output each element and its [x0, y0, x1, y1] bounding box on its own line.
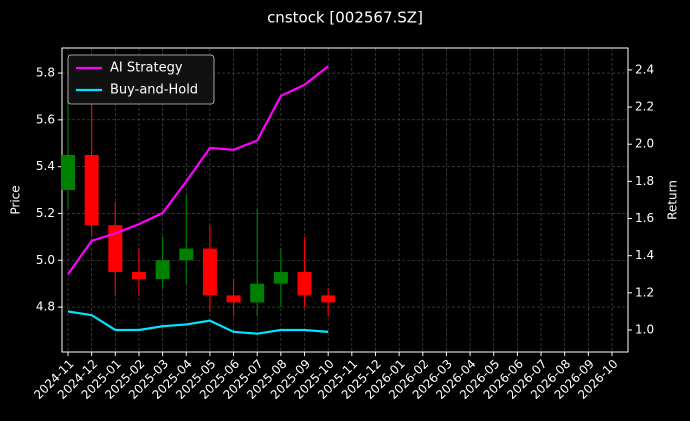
line-series	[67, 310, 329, 335]
y-tick-label: 5.8	[36, 66, 55, 80]
line-series	[67, 65, 329, 275]
y2-tick-label: 1.6	[635, 211, 654, 225]
legend-label: AI Strategy	[110, 61, 183, 76]
y-tick-label: 4.8	[36, 300, 55, 314]
y2-tick-label: 2.2	[635, 100, 654, 114]
candle-body	[108, 225, 123, 272]
y2-axis-label: Return	[666, 180, 680, 220]
candle-body	[131, 271, 146, 279]
chart-title: cnstock [002567.SZ]	[267, 9, 423, 27]
candle-body	[226, 295, 241, 303]
y-tick-label: 5.0	[36, 253, 55, 267]
candle-body	[202, 248, 217, 296]
y2-tick-label: 1.4	[635, 248, 654, 262]
y-tick-label: 5.6	[36, 112, 55, 126]
candle-body	[250, 283, 265, 303]
y2-tick-label: 1.2	[635, 285, 654, 299]
y-axis-label: Price	[9, 185, 23, 214]
candle-body	[61, 154, 75, 191]
legend-label: Buy-and-Hold	[110, 83, 198, 98]
candle-body	[273, 271, 288, 284]
legend-box	[67, 54, 215, 105]
y-tick-label: 5.2	[36, 206, 55, 220]
y2-tick-label: 2.0	[635, 137, 654, 151]
y-tick-label: 5.4	[36, 159, 55, 173]
candle-body	[321, 295, 336, 303]
candle-body	[297, 271, 312, 296]
y2-tick-label: 1.0	[635, 322, 654, 336]
candle-body	[179, 248, 194, 261]
candle-body	[84, 154, 99, 226]
candle-body	[155, 260, 170, 279]
y2-tick-label: 2.4	[635, 62, 654, 76]
y2-tick-label: 1.8	[635, 174, 654, 188]
plot-frame	[61, 47, 629, 353]
